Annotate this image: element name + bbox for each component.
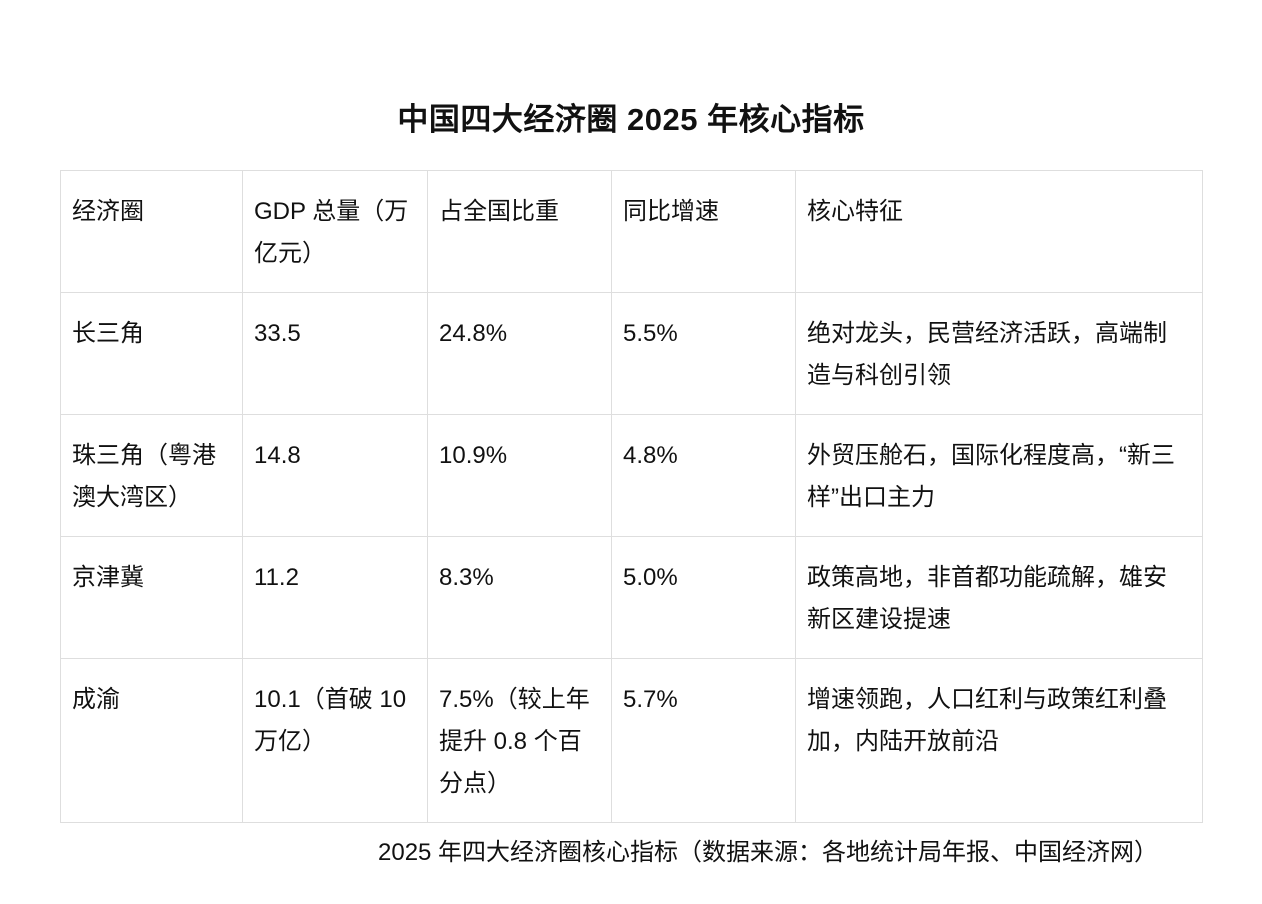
cell-region: 珠三角（粤港澳大湾区）: [60, 414, 243, 537]
table-header-row: 经济圈 GDP 总量（万亿元） 占全国比重 同比增速 核心特征: [60, 170, 1203, 293]
page-title: 中国四大经济圈 2025 年核心指标: [397, 102, 865, 137]
table-row: 成渝 10.1（首破 10 万亿） 7.5%（较上年提升 0.8 个百分点） 5…: [60, 658, 1203, 823]
cell-region: 京津冀: [60, 536, 243, 659]
cell-growth: 5.7%: [611, 658, 796, 823]
cell-share: 7.5%（较上年提升 0.8 个百分点）: [427, 658, 612, 823]
indicators-table: 经济圈 GDP 总量（万亿元） 占全国比重 同比增速 核心特征 长三角 33.5…: [60, 170, 1203, 823]
cell-gdp: 11.2: [242, 536, 428, 659]
column-header-gdp: GDP 总量（万亿元）: [242, 170, 428, 293]
cell-feature: 绝对龙头，民营经济活跃，高端制造与科创引领: [795, 292, 1203, 415]
cell-growth: 5.5%: [611, 292, 796, 415]
cell-feature: 增速领跑，人口红利与政策红利叠加，内陆开放前沿: [795, 658, 1203, 823]
cell-region: 成渝: [60, 658, 243, 823]
table-source-caption: 2025 年四大经济圈核心指标（数据来源：各地统计局年报、中国经济网）: [378, 839, 1159, 866]
column-header-region: 经济圈: [60, 170, 243, 293]
cell-region: 长三角: [60, 292, 243, 415]
cell-share: 24.8%: [427, 292, 612, 415]
cell-share: 10.9%: [427, 414, 612, 537]
cell-growth: 4.8%: [611, 414, 796, 537]
table-row: 珠三角（粤港澳大湾区） 14.8 10.9% 4.8% 外贸压舱石，国际化程度高…: [60, 414, 1203, 537]
table-row: 长三角 33.5 24.8% 5.5% 绝对龙头，民营经济活跃，高端制造与科创引…: [60, 292, 1203, 415]
cell-feature: 政策高地，非首都功能疏解，雄安新区建设提速: [795, 536, 1203, 659]
column-header-growth: 同比增速: [611, 170, 796, 293]
cell-gdp: 14.8: [242, 414, 428, 537]
cell-gdp: 10.1（首破 10 万亿）: [242, 658, 428, 823]
column-header-share: 占全国比重: [427, 170, 612, 293]
cell-growth: 5.0%: [611, 536, 796, 659]
cell-gdp: 33.5: [242, 292, 428, 415]
cell-feature: 外贸压舱石，国际化程度高，“新三样”出口主力: [795, 414, 1203, 537]
cell-share: 8.3%: [427, 536, 612, 659]
indicators-table-container: 经济圈 GDP 总量（万亿元） 占全国比重 同比增速 核心特征 长三角 33.5…: [60, 170, 1203, 823]
table-row: 京津冀 11.2 8.3% 5.0% 政策高地，非首都功能疏解，雄安新区建设提速: [60, 536, 1203, 659]
column-header-feature: 核心特征: [795, 170, 1203, 293]
